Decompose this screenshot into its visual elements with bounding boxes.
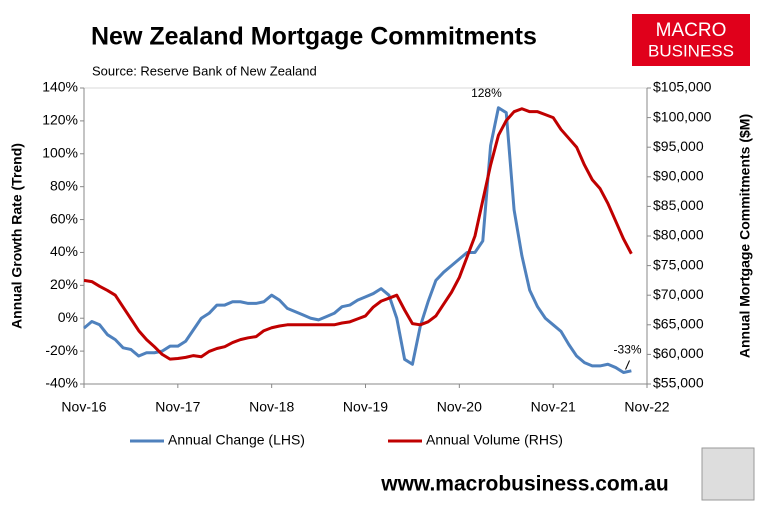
y-tick-label: 80%	[50, 177, 78, 193]
y2-axis-label: Annual Mortgage Commitments ($M)	[737, 114, 753, 358]
series-line	[83, 107, 633, 361]
y2-tick-label: $90,000	[653, 168, 704, 184]
y2-tick-label: $55,000	[653, 375, 704, 391]
series-line	[83, 106, 632, 374]
label-leader	[625, 360, 630, 370]
x-tick-label: Nov-16	[61, 399, 106, 415]
data-label: -33%	[614, 343, 642, 357]
logo-image	[701, 447, 755, 501]
y-tick-label: 60%	[50, 210, 78, 226]
y-tick-label: 140%	[42, 79, 78, 95]
website: www.macrobusiness.com.au	[380, 473, 668, 496]
y2-tick-label: $75,000	[653, 256, 704, 272]
y-tick-label: -40%	[45, 375, 78, 391]
y-tick-label: -20%	[45, 342, 78, 358]
data-label: 128%	[471, 86, 502, 100]
y2-tick-label: $65,000	[653, 316, 704, 332]
y-tick-label: 100%	[42, 144, 78, 160]
y-tick-label: 20%	[50, 276, 78, 292]
x-tick-label: Nov-21	[531, 399, 576, 415]
y-tick-label: 120%	[42, 112, 78, 128]
logo-text: MACRO	[656, 20, 727, 41]
logo-box	[632, 14, 750, 66]
y-tick-label: 40%	[50, 243, 78, 259]
y2-tick-label: $80,000	[653, 227, 704, 243]
logo-text: BUSINESS	[648, 41, 734, 60]
y2-tick-label: $100,000	[653, 108, 712, 124]
chart-title: New Zealand Mortgage Commitments	[91, 23, 537, 51]
y2-tick-label: $60,000	[653, 345, 704, 361]
x-tick-label: Nov-19	[343, 399, 388, 415]
x-tick-label: Nov-22	[624, 399, 669, 415]
y2-tick-label: $95,000	[653, 138, 704, 154]
y2-tick-label: $85,000	[653, 197, 704, 213]
source: Source: Reserve Bank of New Zealand	[92, 63, 317, 78]
legend-label: Annual Change (LHS)	[168, 432, 305, 448]
legend-label: Annual Volume (RHS)	[426, 432, 563, 448]
y-axis-label: Annual Growth Rate (Trend)	[9, 143, 25, 329]
y-tick-label: 0%	[58, 309, 78, 325]
x-tick-label: Nov-18	[249, 399, 294, 415]
y2-tick-label: $70,000	[653, 286, 704, 302]
y2-tick-label: $105,000	[653, 79, 712, 95]
x-tick-label: Nov-17	[155, 399, 200, 415]
x-tick-label: Nov-20	[437, 399, 482, 415]
